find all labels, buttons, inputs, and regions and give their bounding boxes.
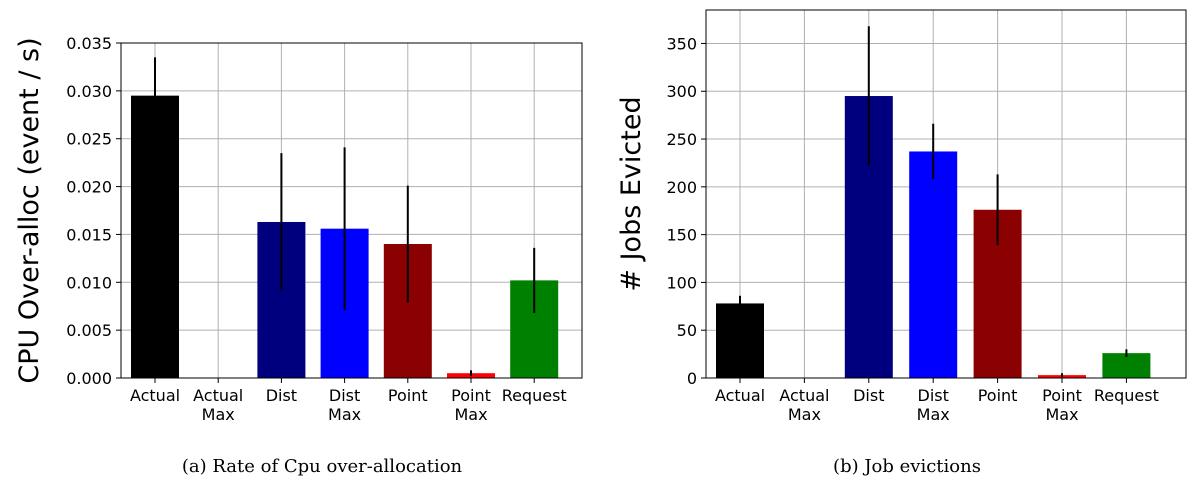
- x-tick-label: Point: [451, 386, 491, 405]
- bar-request: [1102, 353, 1151, 378]
- x-tick-label: Max: [454, 405, 487, 424]
- y-tick-label: 0.020: [66, 178, 112, 197]
- y-tick-label: 0.005: [66, 321, 112, 340]
- bar-actual: [716, 303, 764, 378]
- y-axis-label: # Jobs Evicted: [616, 96, 647, 291]
- plot-frame: [705, 9, 1187, 379]
- x-tick-label: Request: [502, 386, 567, 405]
- x-tick-label: Point: [978, 386, 1018, 405]
- y-tick-label: 0.030: [66, 82, 112, 101]
- x-tick-label: Max: [788, 405, 821, 424]
- plot-frame: [120, 42, 583, 379]
- y-tick-label: 150: [666, 226, 697, 245]
- caption: (a) Rate of Cpu over-allocation: [182, 456, 463, 477]
- caption: (b) Job evictions: [833, 456, 981, 477]
- y-tick-label: 0.035: [66, 34, 112, 53]
- y-tick-label: 0.000: [66, 369, 112, 388]
- x-tick-label: Max: [1045, 405, 1078, 424]
- x-tick-label: Actual: [130, 386, 180, 405]
- y-tick-label: 50: [677, 321, 697, 340]
- x-tick-label: Dist: [329, 386, 360, 405]
- x-tick-label: Dist: [853, 386, 884, 405]
- y-tick-label: 350: [666, 34, 697, 53]
- y-tick-label: 300: [666, 82, 697, 101]
- y-tick-label: 200: [666, 178, 697, 197]
- x-tick-label: Max: [328, 405, 361, 424]
- y-tick-label: 0.025: [66, 130, 112, 149]
- x-tick-label: Actual: [193, 386, 243, 405]
- y-tick-label: 0.015: [66, 225, 112, 244]
- chart-cpu-overalloc: 0.000 0.005 0.010 0.015 0.020 0.025 0.030 0.035…: [14, 34, 583, 477]
- x-tick-label: Point: [388, 386, 428, 405]
- y-tick-label: 250: [666, 130, 697, 149]
- y-tick-label: 0.010: [66, 273, 112, 292]
- x-tick-label: Dist: [918, 386, 949, 405]
- y-axis-label: CPU Over-alloc (event / s): [14, 37, 45, 383]
- bar-actual: [131, 95, 179, 379]
- x-tick-label: Actual: [715, 386, 765, 405]
- x-tick-label: Max: [917, 405, 950, 424]
- y-tick-label: 100: [666, 273, 697, 292]
- bar-dist-max: [909, 151, 958, 378]
- x-tick-label: Actual: [779, 386, 829, 405]
- x-tick-label: Dist: [266, 386, 297, 405]
- y-tick-label: 0: [687, 369, 697, 388]
- x-tick-label: Max: [202, 405, 235, 424]
- x-tick-label: Point: [1042, 386, 1082, 405]
- x-tick-label: Request: [1094, 386, 1159, 405]
